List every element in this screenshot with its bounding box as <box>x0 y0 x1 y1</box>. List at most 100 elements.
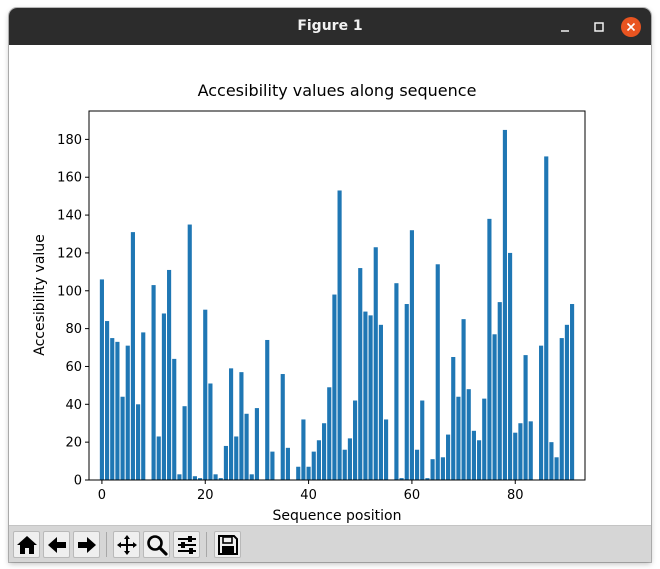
bar <box>415 449 420 480</box>
bar <box>399 478 404 480</box>
bar <box>254 408 259 480</box>
bar <box>570 304 575 480</box>
bar <box>203 309 208 480</box>
y-tick-label: 60 <box>65 360 82 375</box>
close-icon <box>626 22 636 32</box>
home-icon <box>16 535 37 554</box>
maximize-button[interactable] <box>589 17 609 37</box>
bar <box>564 324 569 480</box>
title-bar[interactable]: Figure 1 <box>9 8 651 45</box>
bar <box>384 419 389 480</box>
navigation-toolbar <box>9 525 651 562</box>
save-icon <box>217 534 238 555</box>
zoom-icon <box>146 534 168 556</box>
y-axis-label: Accesibility value <box>32 234 48 356</box>
bar <box>337 190 342 481</box>
bar <box>456 396 461 480</box>
configure-subplots-icon <box>177 535 196 554</box>
x-axis-label: Sequence position <box>273 508 402 524</box>
pan-icon <box>116 534 137 555</box>
bar <box>482 398 487 480</box>
save-button[interactable] <box>214 531 241 558</box>
bar <box>451 357 456 480</box>
bar <box>327 387 332 480</box>
y-tick-label: 100 <box>57 284 82 299</box>
bar <box>218 478 223 480</box>
y-tick-label: 180 <box>57 133 82 148</box>
bar <box>358 268 363 480</box>
pan-button[interactable] <box>113 531 140 558</box>
bar <box>378 324 383 480</box>
bar <box>332 294 337 480</box>
bar <box>270 451 275 480</box>
zoom-button[interactable] <box>143 531 170 558</box>
bar <box>353 400 358 480</box>
plot-canvas[interactable]: Accesibility values along sequence 0 20 40… <box>9 45 651 525</box>
bar <box>177 474 182 480</box>
bar <box>244 413 249 480</box>
x-tick-label: 20 <box>197 488 214 503</box>
home-button[interactable] <box>13 531 40 558</box>
configure-subplots-button[interactable] <box>173 531 200 558</box>
bar <box>213 474 218 480</box>
maximize-icon <box>594 22 604 32</box>
bar <box>518 423 523 480</box>
bar <box>187 224 192 480</box>
bar <box>559 338 564 480</box>
bar <box>549 442 554 480</box>
y-tick-label: 80 <box>65 322 82 337</box>
bar <box>229 368 234 480</box>
x-tick-label: 0 <box>98 488 106 503</box>
x-tick-label: 40 <box>300 488 317 503</box>
bar <box>120 396 125 480</box>
close-button[interactable] <box>621 17 641 37</box>
bar-chart: Accesibility values along sequence 0 20 40… <box>32 81 586 524</box>
bar <box>363 311 368 480</box>
bar <box>311 451 316 480</box>
bar <box>368 315 373 480</box>
bar <box>141 332 146 480</box>
forward-button[interactable] <box>73 531 100 558</box>
bar <box>404 304 409 480</box>
bar <box>285 447 290 480</box>
x-axis: 0 20 40 60 80 <box>98 480 524 503</box>
bar <box>167 269 172 480</box>
bar <box>280 374 285 480</box>
y-axis: 0 20 40 60 80 100 120 140 160 180 <box>57 133 89 489</box>
bar <box>492 334 497 480</box>
bar <box>172 358 177 480</box>
y-tick-label: 0 <box>74 474 82 489</box>
bar <box>234 436 239 480</box>
bar <box>342 449 347 480</box>
bar <box>425 478 430 480</box>
back-button[interactable] <box>43 531 70 558</box>
bar <box>420 400 425 480</box>
bar <box>461 319 466 480</box>
toolbar-separator <box>106 532 107 557</box>
bar <box>502 129 507 481</box>
bar <box>161 313 166 480</box>
window-title: Figure 1 <box>297 18 363 34</box>
y-tick-label: 160 <box>57 171 82 186</box>
bar <box>296 466 301 480</box>
bar <box>322 423 327 480</box>
bar <box>446 434 451 480</box>
x-tick-label: 80 <box>507 488 524 503</box>
bar <box>554 457 559 480</box>
bar <box>487 218 492 481</box>
bar <box>249 474 254 480</box>
bar <box>301 419 306 480</box>
figure-window: Figure 1 Accesibility values along seque… <box>9 8 651 562</box>
toolbar-separator <box>206 532 207 557</box>
minimize-button[interactable] <box>555 17 575 37</box>
y-tick-label: 20 <box>65 436 82 451</box>
bar <box>105 321 110 480</box>
bar <box>435 264 440 480</box>
back-icon <box>47 536 66 553</box>
bar <box>528 421 533 480</box>
bar <box>430 459 435 480</box>
bar <box>373 247 378 480</box>
y-tick-label: 140 <box>57 209 82 224</box>
bar <box>239 372 244 480</box>
bar <box>182 406 187 480</box>
